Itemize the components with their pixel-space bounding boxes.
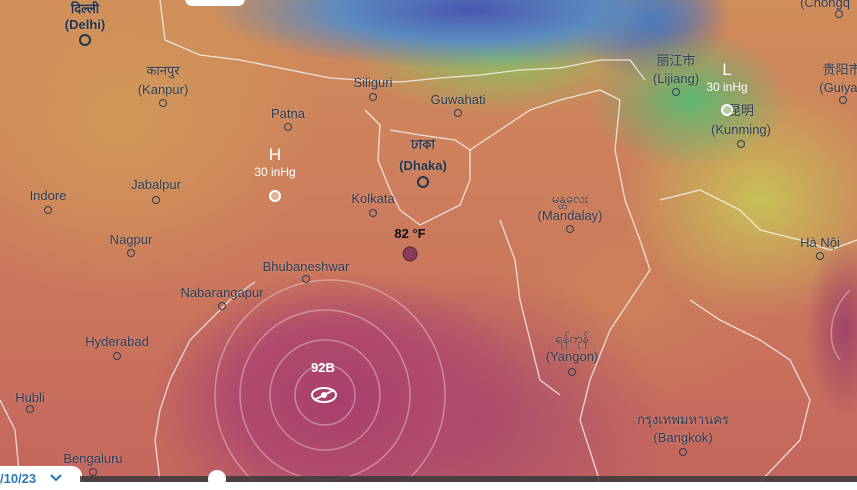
city-marker-bangkok[interactable]	[679, 448, 687, 456]
city-label-dhaka: (Dhaka)	[399, 158, 447, 173]
pressure-high-marker[interactable]	[269, 190, 281, 202]
pressure-high: H 30 inHg	[254, 145, 295, 179]
city-label-lijiang-native: 丽江市	[656, 53, 696, 68]
top-control-button[interactable]	[185, 0, 245, 6]
city-label-delhi-native: दिल्ली	[70, 1, 100, 16]
picker-marker[interactable]	[402, 246, 418, 262]
city-marker-indore[interactable]	[44, 206, 52, 214]
city-marker-hyderabad[interactable]	[113, 352, 121, 360]
city-label-bangkok-native: กรุงเทพมหานคร	[637, 412, 729, 427]
city-marker-kolkata[interactable]	[369, 209, 377, 217]
city-marker-bengaluru[interactable]	[89, 468, 97, 476]
city-label-kolkata: Kolkata	[351, 191, 395, 206]
city-label-guiyang: (Guiyan	[819, 80, 857, 95]
city-label-lijiang: (Lijiang)	[652, 71, 700, 86]
city-label-delhi: (Delhi)	[64, 17, 106, 32]
city-label-hanoi: Hà Nội	[800, 235, 840, 250]
city-label-jabalpur: Jabalpur	[131, 177, 181, 192]
city-label-nabarangapur: Nabarangapur	[180, 285, 264, 300]
hurricane-icon[interactable]	[310, 384, 338, 406]
city-marker-guwahati[interactable]	[454, 109, 462, 117]
city-marker-dhaka[interactable]	[417, 176, 429, 188]
city-label-nagpur: Nagpur	[109, 232, 153, 247]
pressure-low-marker[interactable]	[721, 104, 733, 116]
city-label-mandalay-native: မန္တလေး	[551, 191, 589, 206]
timeline-bar[interactable]	[80, 476, 857, 482]
timeline-slider-knob[interactable]	[208, 470, 226, 488]
city-marker-patna[interactable]	[284, 123, 292, 131]
date-value: /10/23	[0, 470, 37, 486]
city-label-patna: Patna	[271, 106, 305, 121]
city-label-kunming: (Kunming)	[711, 122, 771, 137]
city-label-dhaka-native: ঢাকা	[411, 137, 435, 152]
city-marker-delhi[interactable]	[79, 34, 91, 46]
city-label-yangon-native: ရန်ကုန်	[555, 331, 589, 346]
pressure-low: L 30 inHg	[706, 60, 747, 94]
city-label-kunming-native: 昆明	[727, 103, 755, 118]
city-label-bangkok: (Bangkok)	[653, 430, 713, 445]
date-selector[interactable]: /10/23	[0, 466, 82, 490]
city-label-bhubaneshwar: Bhubaneshwar	[262, 259, 350, 274]
city-label-siliguri: Siliguri	[353, 75, 393, 90]
city-marker-siliguri[interactable]	[369, 93, 377, 101]
city-marker-mandalay[interactable]	[566, 225, 574, 233]
pressure-high-value: 30 inHg	[254, 165, 296, 179]
city-marker-kanpur[interactable]	[159, 99, 167, 107]
city-label-hyderabad: Hyderabad	[85, 334, 149, 349]
city-label-hubli: Hubli	[15, 390, 45, 405]
city-marker-hubli[interactable]	[26, 405, 34, 413]
pressure-high-letter: H	[268, 145, 282, 164]
city-marker-nabarangapur[interactable]	[218, 302, 226, 310]
city-label-kanpur: (Kanpur)	[137, 82, 189, 97]
city-marker-kunming[interactable]	[737, 140, 745, 148]
city-marker-nagpur[interactable]	[127, 249, 135, 257]
city-label-bengaluru: Bengaluru	[63, 451, 123, 466]
city-marker-bhubaneshwar[interactable]	[302, 275, 310, 283]
city-label-guwahati: Guwahati	[430, 92, 486, 107]
city-label-indore: Indore	[29, 188, 67, 203]
city-label-mandalay: (Mandalay)	[537, 208, 603, 223]
city-marker-lijiang[interactable]	[672, 88, 680, 96]
pressure-low-value: 30 inHg	[706, 80, 748, 94]
chevron-down-icon[interactable]	[50, 474, 62, 482]
city-label-chongqing: (Chongq	[800, 0, 850, 10]
city-marker-hanoi[interactable]	[816, 252, 824, 260]
city-marker-chongqing[interactable]	[835, 10, 843, 18]
city-label-yangon: (Yangon)	[545, 349, 599, 364]
pressure-low-letter: L	[722, 60, 732, 79]
city-label-kanpur-native: कानपुर	[146, 63, 180, 78]
city-label-guiyang-native: 贵阳市	[822, 62, 857, 77]
temperature-readout: 82 °F	[394, 226, 426, 241]
city-marker-jabalpur[interactable]	[152, 196, 160, 204]
city-marker-yangon[interactable]	[568, 368, 576, 376]
storm-label[interactable]: 92B	[311, 360, 335, 375]
city-marker-guiyang[interactable]	[839, 96, 847, 104]
